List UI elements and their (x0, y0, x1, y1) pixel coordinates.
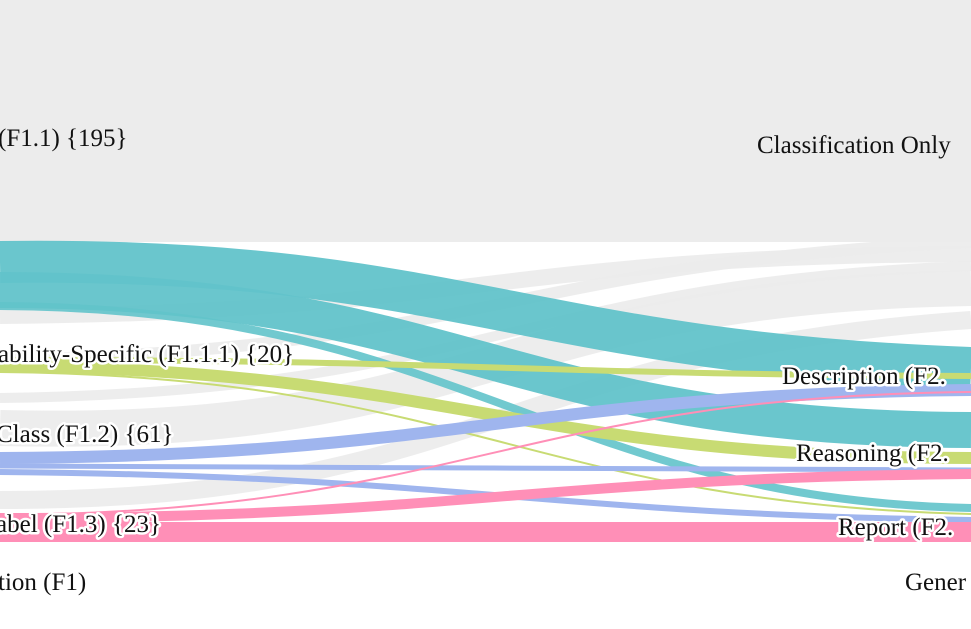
flow-f1-3-to-description (0, 391, 971, 516)
node-label-f1-1: (F1.1) {195} (0, 125, 128, 152)
left-column-title: tion (F1) (0, 569, 86, 596)
teal-flows (0, 240, 971, 512)
pink-flows (0, 391, 971, 542)
node-label-f1-2: Class (F1.2) {61} (0, 421, 173, 448)
flow-f1-2-to-description (0, 384, 971, 464)
flow-f1-1-to-report (0, 302, 971, 512)
flow-extra-classification-2 (0, 261, 971, 403)
flow-f1-1-1-to-report (0, 371, 971, 515)
lime-flows (0, 357, 971, 515)
node-label-report: Report (F2. (838, 514, 953, 541)
classification-only-flow-block (0, 0, 971, 242)
node-label-description: Description (F2. (782, 363, 946, 390)
node-label-reasoning: Reasoning (F2. (796, 440, 949, 467)
node-label-classification-only: Classification Only (757, 132, 951, 159)
flow-f1-2-to-reasoning (0, 463, 971, 473)
node-label-f1-1-1: ability-Specific (F1.1.1) {20} (0, 341, 294, 368)
flow-f1-1-1-to-description (0, 357, 971, 379)
flow-f1-3-to-reasoning (0, 469, 971, 523)
node-label-f1-3: abel (F1.3) {23} (0, 511, 161, 538)
flow-f1-1-to-reasoning (0, 272, 971, 448)
flow-f1-1-to-description (0, 240, 971, 389)
flow-f1-1-1-to-reasoning (0, 360, 971, 464)
right-column-title: Gener (905, 569, 967, 596)
